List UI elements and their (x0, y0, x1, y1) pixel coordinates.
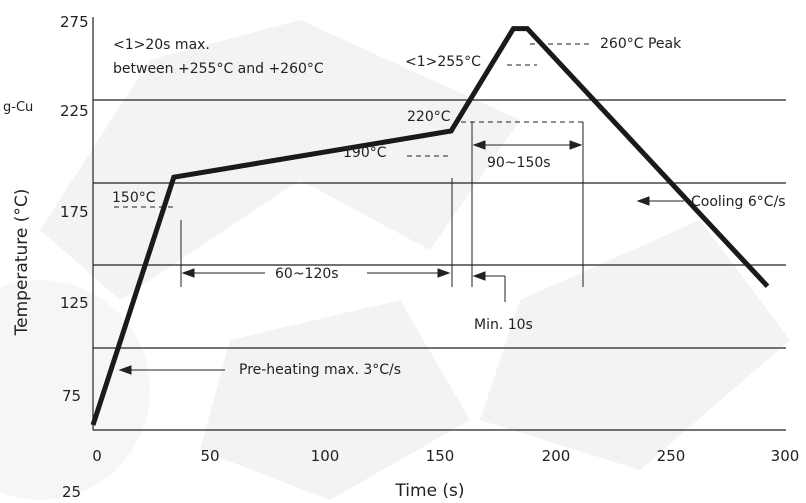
y-tick-label: 275 (60, 13, 89, 31)
x-tick-label: 300 (771, 447, 800, 465)
x-tick-label: 50 (200, 447, 219, 465)
preheat-window-label: 60~120s (275, 266, 339, 282)
y-tick-label: 25 (62, 483, 81, 501)
annotations: <1>20s max. between +255°C and +260°C 26… (112, 36, 786, 378)
t220-label: 220°C (407, 109, 451, 125)
y-tick-label: 75 (62, 387, 81, 405)
temperature-profile-line (90, 26, 770, 426)
background-watermark (0, 20, 790, 500)
dimension-arrows (118, 140, 684, 375)
reflow-window-label: 90~150s (487, 155, 551, 171)
cooling-label: Cooling 6°C/s (691, 194, 786, 210)
y-tick-label: 225 (60, 102, 89, 120)
note-line-2: between +255°C and +260°C (113, 61, 324, 77)
dimension-guides (180, 122, 584, 287)
min10-label: Min. 10s (474, 317, 533, 333)
t190-label: 190°C (343, 145, 387, 161)
x-tick-label: 100 (311, 447, 340, 465)
note-line-1: <1>20s max. (113, 37, 210, 53)
y-tick-label: 125 (60, 294, 89, 312)
x-axis-title: Time (s) (394, 481, 464, 501)
y-tick-labels: 275 225 175 125 75 25 (60, 13, 89, 501)
x-tick-labels: 0 50 100 150 200 250 300 (92, 447, 799, 465)
x-tick-label: 250 (657, 447, 686, 465)
plot-frame (92, 17, 786, 431)
preheat-rate-label: Pre-heating max. 3°C/s (239, 362, 401, 378)
x-tick-label: 200 (542, 447, 571, 465)
t150-label: 150°C (112, 190, 156, 206)
y-tick-label: 175 (60, 203, 89, 221)
t255-label: <1>255°C (405, 54, 481, 70)
x-tick-label: 150 (426, 447, 455, 465)
edge-fragment-text: g-Cu (3, 100, 33, 115)
y-axis-title: Temperature (°C) (12, 189, 32, 337)
peak-label: 260°C Peak (600, 36, 682, 52)
x-tick-label: 0 (92, 447, 102, 465)
